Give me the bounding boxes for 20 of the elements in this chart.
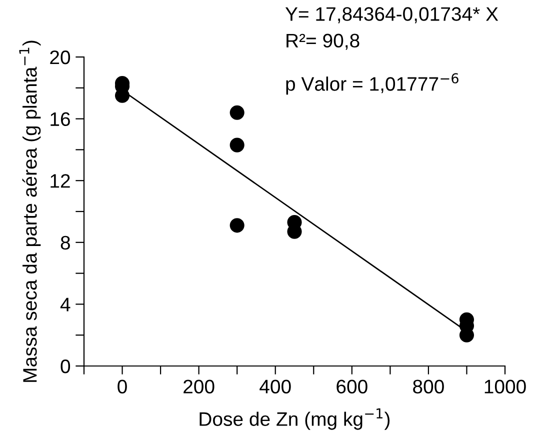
y-tick-label: 20: [50, 50, 70, 64]
x-axis-title: Dose de Zn (mg kg$^{−1}$): [200, 408, 390, 430]
x-tick-label: 200: [184, 380, 214, 394]
point: [230, 105, 244, 120]
y-axis-title: Massa seca da parte aérea (g planta$^{−1}$): [19, 40, 41, 382]
y-tick-label: 12: [50, 174, 70, 188]
x-tick-label: 600: [336, 380, 368, 394]
x-tick-label: 1000: [484, 380, 526, 394]
y-tick-label: 16: [50, 112, 70, 126]
point: [230, 218, 244, 233]
y-tick-label: 8: [60, 236, 70, 250]
x-tick-label: 800: [413, 380, 444, 394]
text: R²= 90,8: [286, 34, 360, 50]
point: [230, 138, 244, 152]
x-tick-label: 400: [260, 380, 291, 394]
y-tick-label: 0: [60, 359, 70, 374]
x-tick-label: 0: [118, 380, 127, 394]
annotation: p Valor = 1,01777$^{−6}$: [286, 73, 458, 95]
y-tick-label: 4: [60, 298, 70, 312]
text: Y= 17,84364-0,01734* X: [285, 7, 498, 24]
